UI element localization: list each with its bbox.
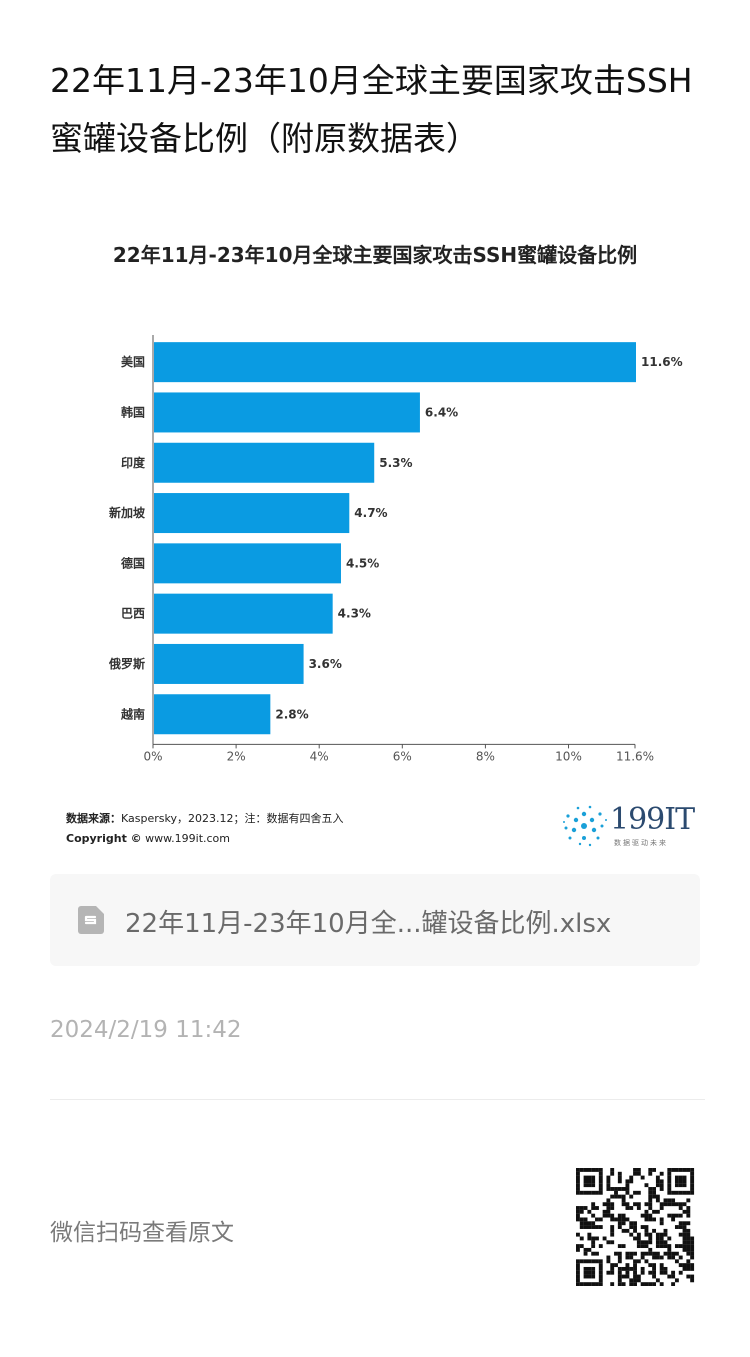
brand-name: 199IT (610, 802, 695, 837)
data-label: 2.8% (275, 707, 308, 721)
brand-logo: 199IT 数据驱动未来 (560, 800, 700, 850)
x-tick-label: 6% (393, 749, 412, 763)
x-tick-label: 11.6% (616, 749, 654, 763)
bar-chart: 美国 11.6% 韩国 6.4% 印度 5.3% 新加坡 4.7% 德国 4.5% 巴西 4.3% 俄罗… (108, 335, 683, 763)
bar (154, 342, 636, 383)
attachment-file-card[interactable]: 22年11月-23年10月全...罐设备比例.xlsx (50, 874, 700, 966)
category-label: 俄罗斯 (108, 656, 145, 671)
post-date: 2024/2/19 11:42 (50, 1017, 242, 1043)
bar (154, 593, 333, 634)
copyright-label: Copyright © (66, 832, 142, 845)
qr-code-icon[interactable] (573, 1168, 697, 1286)
category-label: 美国 (121, 354, 145, 369)
bar (154, 442, 375, 483)
spreadsheet-file-icon (78, 906, 104, 934)
divider (50, 1099, 705, 1100)
article-title: 22年11月-23年10月全球主要国家攻击SSH蜜罐设备比例（附原数据表） (50, 61, 693, 158)
category-label: 印度 (121, 455, 146, 470)
category-label: 韩国 (121, 404, 145, 419)
attachment-file-name[interactable]: 22年11月-23年10月全...罐设备比例.xlsx (125, 909, 612, 939)
copyright-url: www.199it.com (145, 832, 231, 845)
x-tick-label: 10% (555, 749, 582, 763)
data-label: 5.3% (379, 456, 412, 470)
scan-to-view-original-label: 微信扫码查看原文 (50, 1220, 234, 1246)
category-label: 越南 (120, 706, 145, 721)
source-label: 数据来源： (66, 812, 121, 825)
bar (154, 543, 341, 584)
x-tick-label: 2% (227, 749, 246, 763)
category-label: 德国 (121, 555, 145, 570)
category-label: 新加坡 (109, 505, 146, 520)
data-label: 4.3% (338, 607, 371, 621)
chart-image: 22年11月-23年10月全球主要国家攻击SSH蜜罐设备比例 美国 11.6% 韩国… (50, 225, 700, 857)
x-tick-label: 0% (143, 749, 162, 763)
data-label: 3.6% (309, 657, 342, 671)
dot-burst-icon (563, 805, 607, 847)
data-label: 4.7% (354, 506, 387, 520)
bar (154, 493, 350, 534)
source-text: Kaspersky，2023.12；注：数据有四舍五入 (121, 812, 344, 825)
data-label: 4.5% (346, 556, 379, 570)
x-tick-label: 4% (310, 749, 329, 763)
category-label: 巴西 (121, 607, 145, 621)
data-label: 6.4% (425, 405, 458, 419)
brand-slogan: 数据驱动未来 (614, 839, 668, 847)
chart-title: 22年11月-23年10月全球主要国家攻击SSH蜜罐设备比例 (112, 243, 638, 267)
data-label: 11.6% (641, 355, 683, 369)
bar (154, 392, 420, 433)
bar (154, 643, 304, 684)
x-tick-label: 8% (476, 749, 495, 763)
bar (154, 694, 271, 735)
chart-source: 数据来源：Kaspersky，2023.12；注：数据有四舍五入 Copyrig… (66, 809, 343, 849)
